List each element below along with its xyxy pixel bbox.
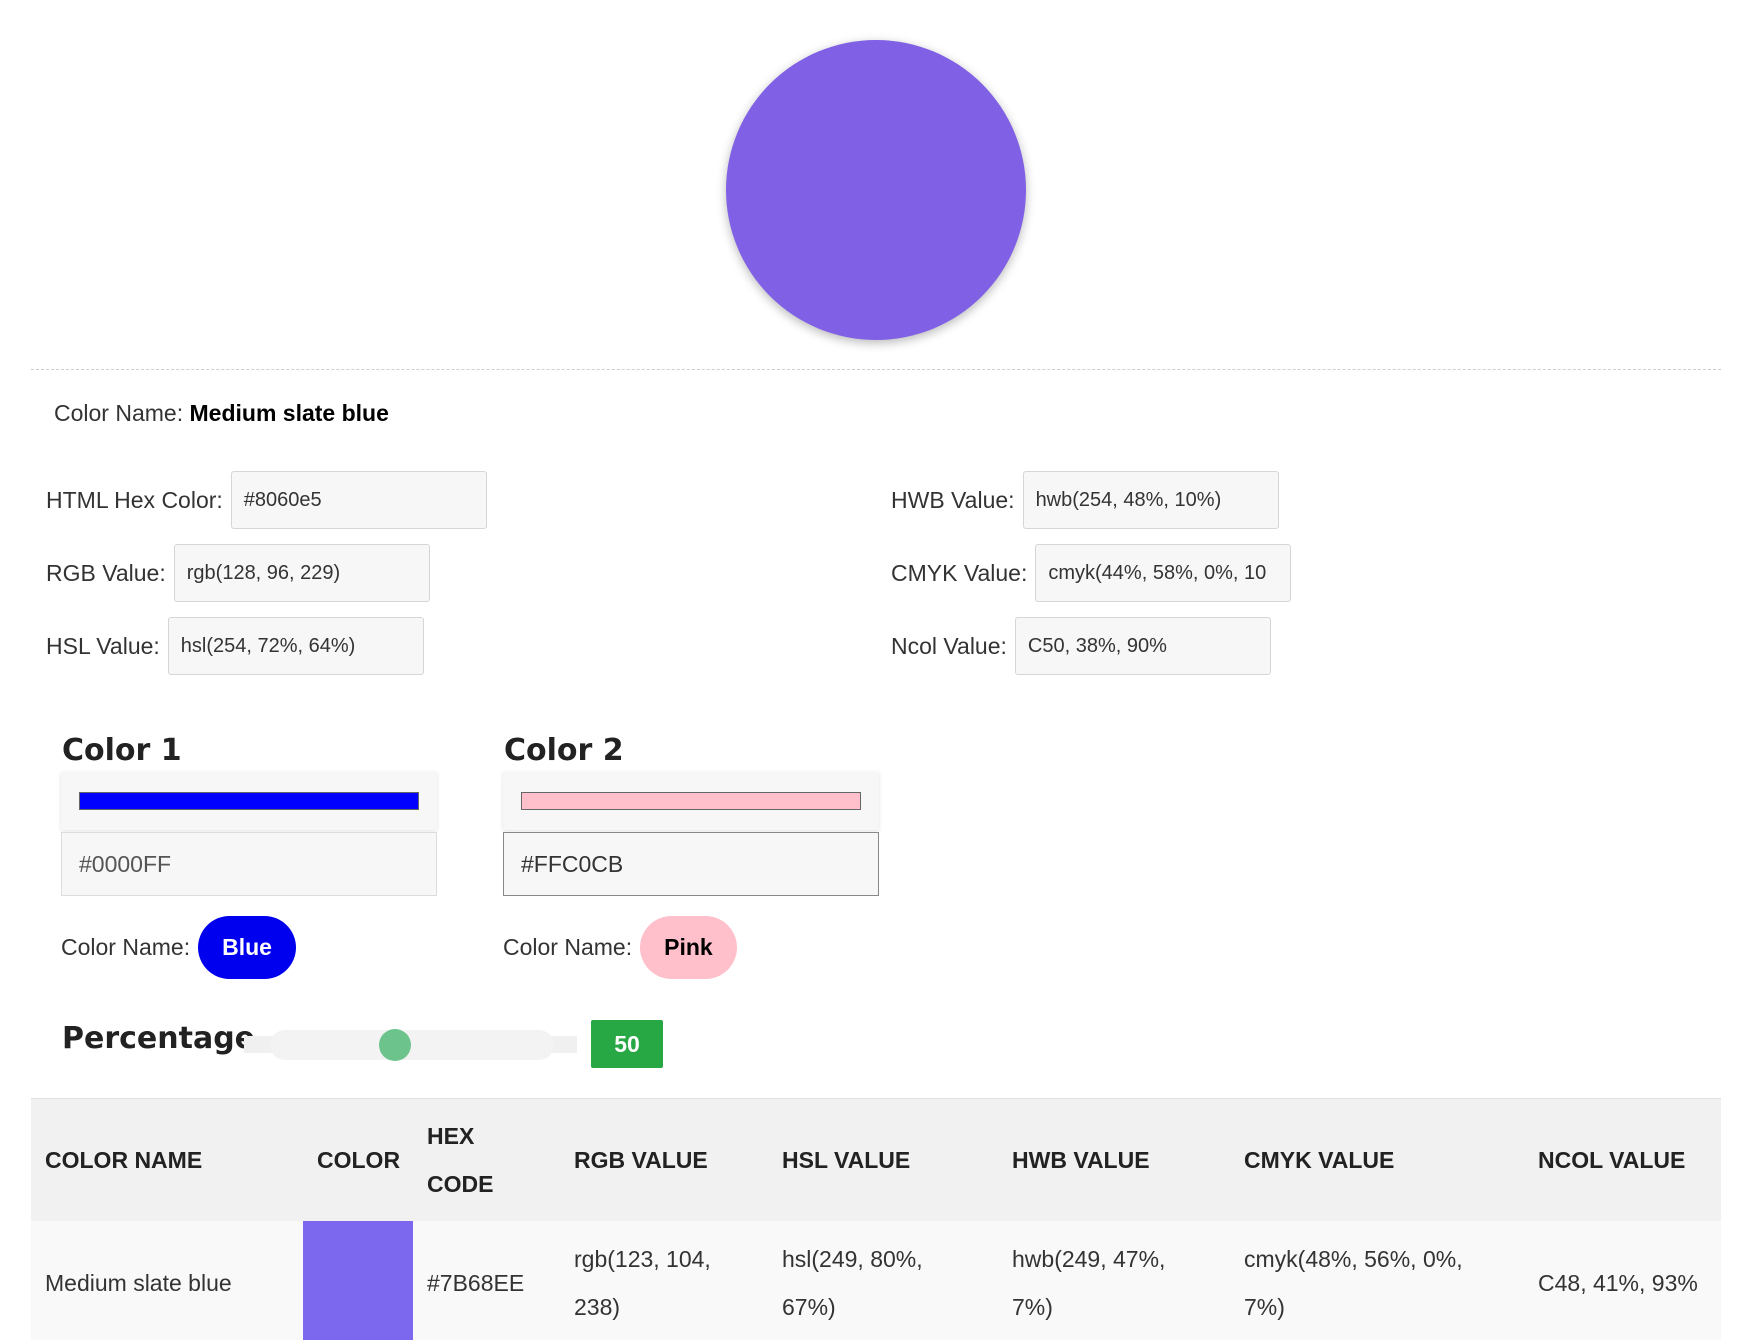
header-hex-code: HEX CODE <box>413 1098 560 1221</box>
result-table: COLOR NAME COLOR HEX CODE RGB VALUE HSL V… <box>31 1098 1721 1340</box>
header-color: COLOR <box>303 1098 413 1221</box>
color2-picker[interactable] <box>503 772 879 830</box>
rgb-value-row: RGB Value: rgb(128, 96, 229) <box>46 544 430 602</box>
header-rgb: RGB VALUE <box>560 1098 768 1221</box>
cell-hwb: hwb(249, 47%, 7%) <box>998 1220 1230 1340</box>
ncol-field[interactable]: C50, 38%, 90% <box>1014 617 1271 675</box>
color2-name-label: Color Name: <box>503 934 633 960</box>
color-name-value: Medium slate blue <box>189 400 389 426</box>
cell-color <box>303 1220 413 1340</box>
color-name-row: Color Name: Medium slate blue <box>54 400 389 427</box>
percentage-slider-thumb[interactable] <box>379 1029 411 1061</box>
percentage-label: Percentage <box>62 1021 256 1056</box>
rgb-label: RGB Value: <box>46 559 166 586</box>
color2-name-row: Color Name: Pink <box>503 916 737 979</box>
color1-hex-input[interactable]: #0000FF <box>61 832 437 896</box>
hwb-field[interactable]: hwb(254, 48%, 10%) <box>1022 471 1279 529</box>
color2-swatch <box>521 792 861 810</box>
hsl-field[interactable]: hsl(254, 72%, 64%) <box>167 617 424 675</box>
hsl-label: HSL Value: <box>46 632 160 659</box>
cell-color-name: Medium slate blue <box>31 1220 303 1340</box>
divider <box>31 369 1721 370</box>
header-hsl: HSL VALUE <box>768 1098 998 1221</box>
ncol-label: Ncol Value: <box>891 632 1007 659</box>
color2-title: Color 2 <box>504 733 624 768</box>
header-color-name: COLOR NAME <box>31 1098 303 1221</box>
color-name-label: Color Name: <box>54 400 184 426</box>
cell-ncol: C48, 41%, 93% <box>1524 1220 1721 1340</box>
hex-value-row: HTML Hex Color: #8060e5 <box>46 471 487 529</box>
cmyk-value-row: CMYK Value: cmyk(44%, 58%, 0%, 10 <box>891 544 1292 602</box>
color2-name-badge: Pink <box>640 916 737 979</box>
color2-hex-input[interactable]: #FFC0CB <box>503 832 879 896</box>
cell-hsl: hsl(249, 80%, 67%) <box>768 1220 998 1340</box>
percentage-slider-rail[interactable] <box>270 1030 554 1060</box>
hex-field[interactable]: #8060e5 <box>230 471 487 529</box>
cell-cmyk: cmyk(48%, 56%, 0%, 7%) <box>1230 1220 1524 1340</box>
table-row: Medium slate blue #7B68EE rgb(123, 104, 2… <box>31 1220 1721 1340</box>
color1-picker[interactable] <box>61 772 437 830</box>
ncol-value-row: Ncol Value: C50, 38%, 90% <box>891 617 1271 675</box>
hsl-value-row: HSL Value: hsl(254, 72%, 64%) <box>46 617 424 675</box>
color1-name-label: Color Name: <box>61 934 191 960</box>
color1-name-row: Color Name: Blue <box>61 916 296 979</box>
table-header-row: COLOR NAME COLOR HEX CODE RGB VALUE HSL V… <box>31 1098 1721 1221</box>
hex-label: HTML Hex Color: <box>46 486 223 513</box>
cmyk-field[interactable]: cmyk(44%, 58%, 0%, 10 <box>1035 544 1292 602</box>
cell-hex: #7B68EE <box>413 1220 560 1340</box>
color-preview-circle <box>726 40 1026 340</box>
header-hwb: HWB VALUE <box>998 1098 1230 1221</box>
percentage-value-badge: 50 <box>591 1020 663 1068</box>
cell-rgb: rgb(123, 104, 238) <box>560 1220 768 1340</box>
color1-swatch <box>79 792 419 810</box>
color1-name-badge: Blue <box>198 916 296 979</box>
cmyk-label: CMYK Value: <box>891 559 1028 586</box>
result-color-swatch <box>303 1220 413 1340</box>
header-ncol: NCOL VALUE <box>1524 1098 1721 1221</box>
rgb-field[interactable]: rgb(128, 96, 229) <box>173 544 430 602</box>
header-cmyk: CMYK VALUE <box>1230 1098 1524 1221</box>
color1-title: Color 1 <box>62 733 182 768</box>
hwb-label: HWB Value: <box>891 486 1015 513</box>
hwb-value-row: HWB Value: hwb(254, 48%, 10%) <box>891 471 1279 529</box>
